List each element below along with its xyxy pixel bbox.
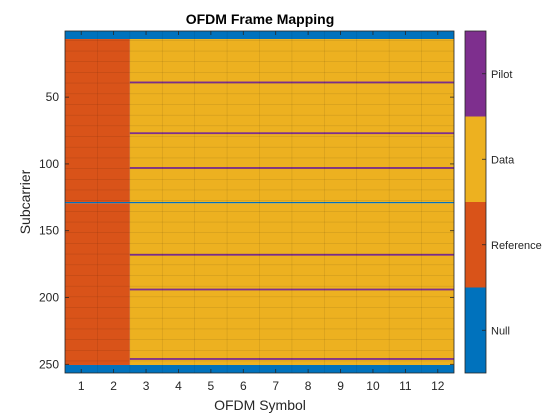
x-tick-label: 7 — [272, 379, 279, 393]
x-axis-ticks: 1 2 3 4 5 6 7 8 9 10 11 12 — [78, 31, 445, 393]
pilot-subcarrier-77 — [129, 132, 455, 135]
colorbar-segment-null — [465, 287, 486, 373]
region-reference-4 — [65, 203, 130, 365]
region-data-6 — [129, 203, 455, 365]
y-tick-label: 50 — [46, 90, 60, 104]
colorbar-label-reference: Reference — [491, 240, 542, 252]
pilot-subcarrier-168 — [129, 253, 455, 256]
x-tick-label: 2 — [110, 379, 117, 393]
x-tick-label: 9 — [337, 379, 344, 393]
x-tick-label: 10 — [366, 379, 380, 393]
region-null-0 — [65, 31, 454, 40]
pilot-subcarrier-39 — [129, 81, 455, 84]
colorbar-label-null: Null — [491, 325, 510, 337]
x-tick-label: 3 — [143, 379, 150, 393]
x-tick-label: 8 — [305, 379, 312, 393]
region-data-5 — [129, 39, 455, 202]
y-tick-label: 200 — [39, 291, 59, 305]
region-reference-3 — [65, 39, 130, 202]
colorbar-label-pilot: Pilot — [491, 69, 512, 81]
y-tick-label: 250 — [39, 357, 59, 371]
x-axis-label: OFDM Symbol — [214, 397, 306, 413]
region-null-2 — [65, 202, 454, 204]
y-axis-label: Subcarrier — [17, 169, 33, 234]
x-tick-label: 12 — [431, 379, 445, 393]
colorbar-frame — [464, 30, 487, 374]
pilot-subcarrier-103 — [129, 167, 455, 169]
x-tick-label: 11 — [399, 379, 412, 393]
region-null-1 — [65, 364, 454, 373]
y-tick-label: 150 — [39, 224, 59, 238]
x-tick-label: 4 — [175, 379, 182, 393]
pilot-subcarrier-246 — [129, 358, 455, 360]
cell-separators — [65, 31, 454, 373]
heatmap-cells — [65, 31, 455, 373]
plot-area-frame — [64, 30, 455, 374]
y-axis-ticks: 50 100 150 200 250 — [39, 90, 454, 371]
pilot-subcarrier-194 — [129, 288, 455, 291]
y-tick-label: 100 — [39, 157, 59, 171]
colorbar-segment-reference — [465, 202, 486, 288]
colorbar: Null Reference Data Pilot — [464, 30, 542, 374]
colorbar-segment-data — [465, 116, 486, 202]
colorbar-segment-pilot — [465, 31, 486, 117]
chart-title: OFDM Frame Mapping — [186, 11, 335, 27]
x-tick-label: 1 — [78, 379, 85, 393]
x-tick-label: 5 — [208, 379, 215, 393]
x-tick-label: 6 — [240, 379, 247, 393]
colorbar-label-data: Data — [491, 154, 515, 166]
